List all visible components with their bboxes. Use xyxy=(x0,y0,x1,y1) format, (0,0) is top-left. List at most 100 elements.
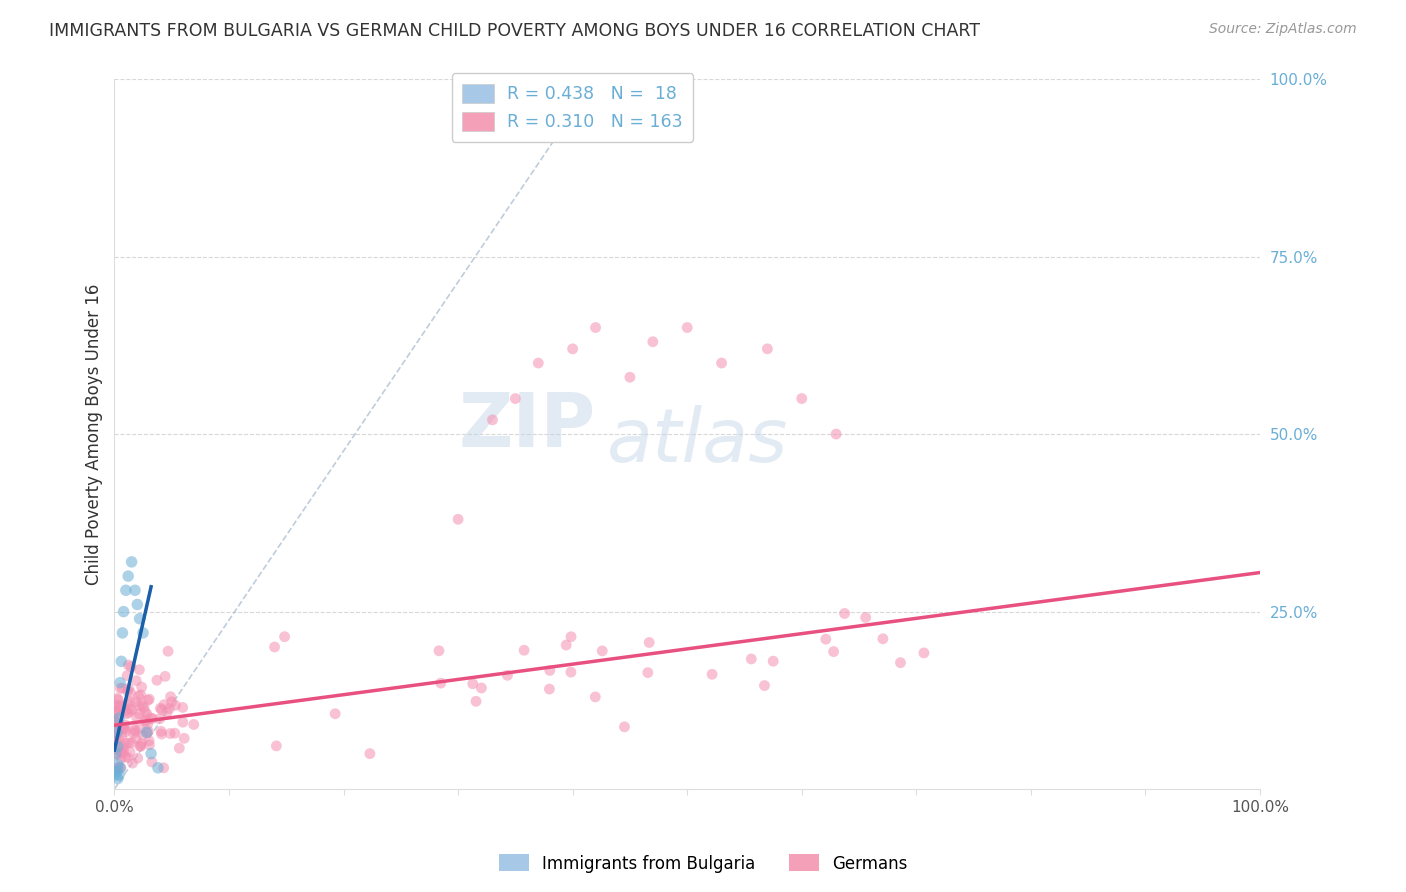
Point xyxy=(146,673,169,688)
Point xyxy=(128,698,150,713)
Point xyxy=(172,700,194,714)
Point xyxy=(112,722,135,736)
Point xyxy=(638,635,661,649)
Point xyxy=(114,725,136,739)
Point xyxy=(120,659,142,673)
Point xyxy=(110,751,132,765)
Point xyxy=(134,714,156,728)
Point xyxy=(121,703,143,717)
Point xyxy=(834,607,856,621)
Point xyxy=(754,679,776,693)
Point xyxy=(105,761,128,775)
Point xyxy=(124,583,146,598)
Point xyxy=(128,612,150,626)
Point xyxy=(118,695,141,709)
Point xyxy=(105,747,128,762)
Point xyxy=(613,720,636,734)
Point xyxy=(676,320,699,334)
Point xyxy=(183,717,205,731)
Point xyxy=(157,701,180,715)
Point xyxy=(125,731,148,746)
Point xyxy=(641,334,664,349)
Point xyxy=(104,768,127,782)
Point xyxy=(159,690,181,704)
Point xyxy=(146,761,169,775)
Point xyxy=(555,638,578,652)
Point xyxy=(115,668,138,682)
Point xyxy=(121,756,143,770)
Point xyxy=(156,705,179,719)
Point xyxy=(127,751,149,765)
Point xyxy=(129,688,152,702)
Point xyxy=(505,392,527,406)
Point xyxy=(107,772,129,786)
Point xyxy=(132,626,155,640)
Point xyxy=(273,630,295,644)
Point xyxy=(108,700,131,714)
Point xyxy=(135,714,157,728)
Point xyxy=(136,726,159,740)
Point xyxy=(108,761,131,775)
Point xyxy=(128,663,150,677)
Point xyxy=(129,739,152,754)
Point xyxy=(591,644,613,658)
Point xyxy=(132,700,155,714)
Point xyxy=(104,715,127,730)
Point xyxy=(427,644,450,658)
Point xyxy=(710,356,733,370)
Point xyxy=(120,736,142,750)
Point xyxy=(172,715,194,730)
Point xyxy=(108,698,131,713)
Point xyxy=(814,632,837,647)
Point xyxy=(105,725,128,739)
Point xyxy=(131,728,153,742)
Point xyxy=(117,706,139,720)
Point xyxy=(153,698,176,712)
Point xyxy=(122,726,145,740)
Point xyxy=(105,691,128,706)
Point xyxy=(115,583,138,598)
Point xyxy=(105,728,128,742)
Point xyxy=(129,737,152,751)
Point xyxy=(105,764,128,779)
Point xyxy=(105,729,128,743)
Point xyxy=(114,718,136,732)
Point xyxy=(700,667,723,681)
Point xyxy=(114,736,136,750)
Point xyxy=(538,664,561,678)
Point xyxy=(110,721,132,735)
Point xyxy=(114,749,136,764)
Point xyxy=(323,706,346,721)
Point xyxy=(124,723,146,737)
Point xyxy=(136,717,159,731)
Point xyxy=(117,569,139,583)
Point xyxy=(149,701,172,715)
Point xyxy=(117,696,139,710)
Point xyxy=(115,706,138,721)
Point xyxy=(465,694,488,708)
Point xyxy=(150,702,173,716)
Point xyxy=(110,699,132,714)
Point xyxy=(173,731,195,746)
Point xyxy=(159,726,181,740)
Point xyxy=(762,654,785,668)
Point xyxy=(105,706,128,720)
Point xyxy=(112,746,135,760)
Point xyxy=(104,707,127,722)
Point xyxy=(160,695,183,709)
Point xyxy=(112,742,135,756)
Point xyxy=(107,757,129,772)
Point xyxy=(496,668,519,682)
Point xyxy=(152,761,174,775)
Point xyxy=(108,675,131,690)
Point xyxy=(111,681,134,695)
Point xyxy=(585,320,607,334)
Point xyxy=(139,711,162,725)
Point xyxy=(125,695,148,709)
Point xyxy=(120,686,142,700)
Point xyxy=(430,676,453,690)
Point xyxy=(104,714,127,728)
Point xyxy=(912,646,935,660)
Point xyxy=(169,741,191,756)
Point xyxy=(583,690,606,704)
